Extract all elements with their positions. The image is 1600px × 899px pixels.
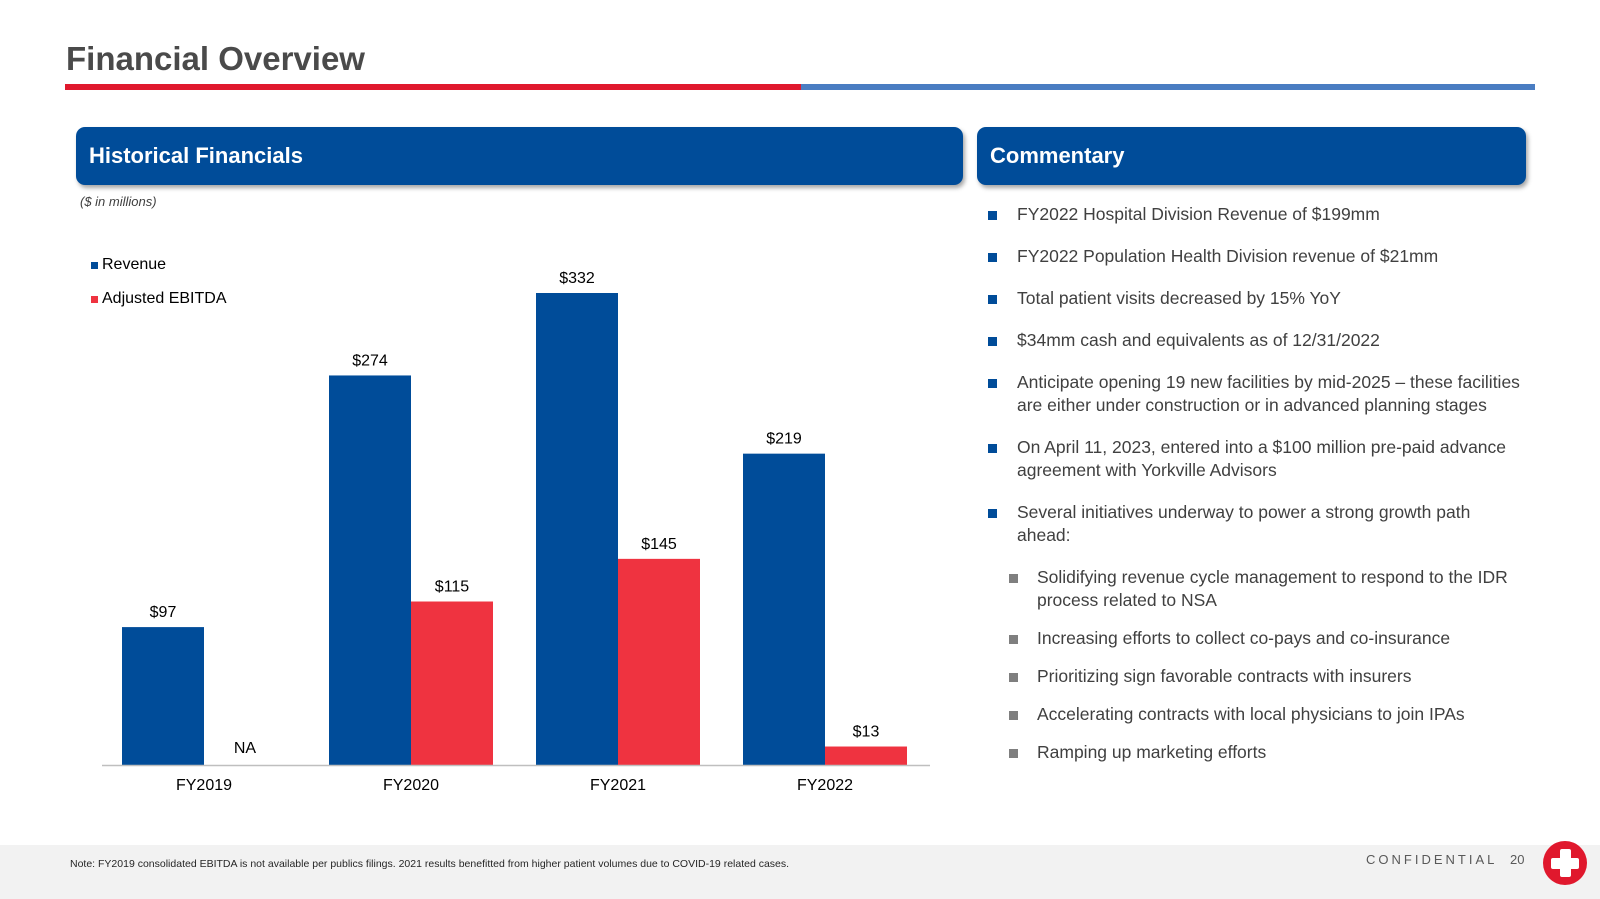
data-label-adjusted-ebitda: $145 [641, 536, 677, 553]
legend-item-revenue: Revenue [91, 248, 227, 282]
commentary-sub-bullet: Ramping up marketing efforts [985, 741, 1520, 764]
commentary-bullet: FY2022 Hospital Division Revenue of $199… [985, 203, 1520, 226]
commentary-sub-bullet: Prioritizing sign favorable contracts wi… [985, 665, 1520, 688]
historical-financials-header: Historical Financials [76, 127, 963, 185]
company-logo [1543, 841, 1587, 885]
data-label-revenue: $332 [559, 270, 595, 287]
x-tick-label: FY2022 [797, 777, 853, 794]
commentary-bullet: $34mm cash and equivalents as of 12/31/2… [985, 329, 1520, 352]
commentary-list: FY2022 Hospital Division Revenue of $199… [985, 203, 1520, 779]
bar-adjusted-ebitda [411, 601, 493, 765]
commentary-header: Commentary [977, 127, 1526, 185]
footer-band [0, 845, 1600, 899]
x-tick-label: FY2021 [590, 777, 646, 794]
commentary-bullet: Total patient visits decreased by 15% Yo… [985, 287, 1520, 310]
data-label-adjusted-ebitda: NA [234, 740, 257, 757]
x-tick-label: FY2019 [176, 777, 232, 794]
logo-plus-horizontal [1551, 858, 1579, 869]
confidential-label: CONFIDENTIAL [1366, 852, 1498, 867]
footnote: Note: FY2019 consolidated EBITDA is not … [70, 858, 790, 870]
chart-legend: Revenue Adjusted EBITDA [91, 248, 227, 316]
units-note: ($ in millions) [80, 194, 157, 209]
data-label-revenue: $219 [766, 431, 802, 448]
legend-label-revenue: Revenue [102, 256, 167, 273]
commentary-bullet: Several initiatives underway to power a … [985, 501, 1520, 547]
legend-label-ebitda: Adjusted EBITDA [102, 290, 227, 307]
commentary-sub-bullet: Increasing efforts to collect co-pays an… [985, 627, 1520, 650]
commentary-bullet: Anticipate opening 19 new facilities by … [985, 371, 1520, 417]
commentary-sub-bullet: Solidifying revenue cycle management to … [985, 566, 1520, 612]
x-tick-label: FY2020 [383, 777, 439, 794]
data-label-revenue: $97 [150, 604, 177, 621]
bar-revenue [329, 375, 411, 765]
legend-swatch-revenue [91, 261, 98, 269]
bar-adjusted-ebitda [825, 746, 907, 765]
bar-revenue [536, 293, 618, 765]
data-label-revenue: $274 [352, 352, 388, 369]
legend-item-ebitda: Adjusted EBITDA [91, 282, 227, 316]
commentary-bullet: On April 11, 2023, entered into a $100 m… [985, 436, 1520, 482]
commentary-sub-bullet: Accelerating contracts with local physic… [985, 703, 1520, 726]
bar-revenue [122, 627, 204, 765]
legend-swatch-ebitda [91, 295, 98, 303]
bar-revenue [743, 453, 825, 765]
commentary-bullet: FY2022 Population Health Division revenu… [985, 245, 1520, 268]
data-label-adjusted-ebitda: $115 [435, 579, 470, 596]
title-rule-blue [801, 84, 1535, 90]
title-rule-red [65, 84, 801, 90]
bar-adjusted-ebitda [618, 558, 700, 765]
page-number: 20 [1510, 852, 1525, 867]
page-title: Financial Overview [66, 40, 365, 77]
data-label-adjusted-ebitda: $13 [853, 724, 880, 741]
